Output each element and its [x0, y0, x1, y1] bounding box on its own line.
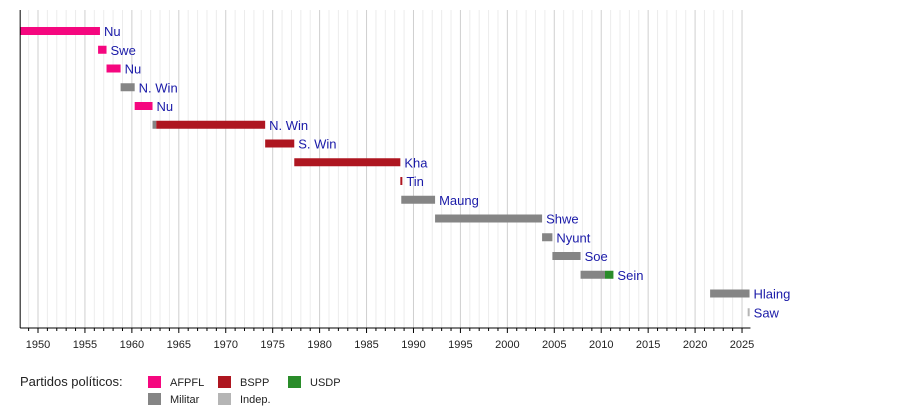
bar-label: S. Win — [298, 137, 336, 152]
bar-label: Nu — [104, 24, 121, 39]
legend-swatch — [218, 376, 231, 388]
bar-militar — [710, 289, 750, 298]
bar-usdp — [604, 270, 614, 279]
tick-label: 1955 — [73, 339, 97, 351]
tick-label: 2015 — [636, 339, 660, 351]
legend-swatch — [148, 393, 161, 405]
tick-label: 1970 — [213, 339, 237, 351]
bar-afpfl — [106, 64, 121, 73]
bar-militar — [580, 270, 605, 279]
bar-label: Sein — [617, 268, 643, 283]
bar-indep — [747, 308, 750, 317]
tick-label: 2020 — [683, 339, 707, 351]
bar-label: Hlaing — [754, 287, 791, 302]
bar-militar — [552, 252, 581, 260]
bar-label: Maung — [439, 193, 479, 208]
bar-militar — [120, 83, 135, 92]
tick-label: 1980 — [307, 339, 331, 351]
bar-label: Swe — [111, 43, 136, 58]
bar-militar — [542, 233, 553, 242]
bar-militar — [435, 214, 543, 223]
legend-title: Partidos políticos: — [20, 374, 123, 389]
legend-swatch — [288, 376, 301, 388]
grid — [28, 10, 743, 328]
tick-label: 1965 — [167, 339, 191, 351]
bar-afpfl — [20, 27, 100, 35]
bar-label: Nu — [125, 62, 142, 77]
bars: Nu Swe Nu N. Win Nu N. Win S. Win Kha Tin Maung Sh… — [20, 24, 790, 320]
bar-bspp — [265, 139, 295, 148]
tick-label: 2010 — [589, 339, 613, 351]
bar-label: Tin — [406, 174, 424, 189]
tick-label: 1985 — [354, 339, 378, 351]
bar-label: N. Win — [269, 118, 308, 133]
legend: Partidos políticos: AFPFL BSPP USDP Militar… — [20, 374, 341, 406]
bar-label: Soe — [585, 249, 608, 264]
bar-militar — [152, 120, 157, 129]
legend-label: Indep. — [240, 394, 271, 406]
bar-label: Saw — [754, 305, 780, 320]
tick-label: 1995 — [448, 339, 472, 351]
bar-label: Shwe — [546, 212, 579, 227]
tick-label: 2000 — [495, 339, 519, 351]
bar-militar — [401, 195, 436, 204]
bar-afpfl — [98, 45, 107, 54]
bar-label: Nyunt — [556, 230, 590, 245]
tick-label: 1960 — [120, 339, 144, 351]
legend-label: AFPFL — [170, 377, 204, 389]
bar-label: Kha — [404, 155, 428, 170]
bar-bspp — [400, 177, 403, 185]
tick-label: 2005 — [542, 339, 566, 351]
bar-bspp — [156, 120, 266, 129]
tick-label: 1975 — [260, 339, 284, 351]
legend-swatch — [148, 376, 161, 388]
tick-label: 1990 — [401, 339, 425, 351]
bar-bspp — [294, 158, 401, 167]
bar-label: N. Win — [139, 80, 178, 95]
x-axis: 1950 1955 1960 1965 1970 1975 1980 1985 1990 1995… — [19, 10, 754, 351]
tick-label: 2025 — [730, 339, 754, 351]
legend-swatch — [218, 393, 231, 405]
legend-label: USDP — [310, 377, 341, 389]
legend-label: Militar — [170, 394, 200, 406]
tick-label: 1950 — [26, 339, 50, 351]
legend-label: BSPP — [240, 377, 269, 389]
bar-label: Nu — [157, 99, 174, 114]
bar-afpfl — [134, 102, 153, 110]
